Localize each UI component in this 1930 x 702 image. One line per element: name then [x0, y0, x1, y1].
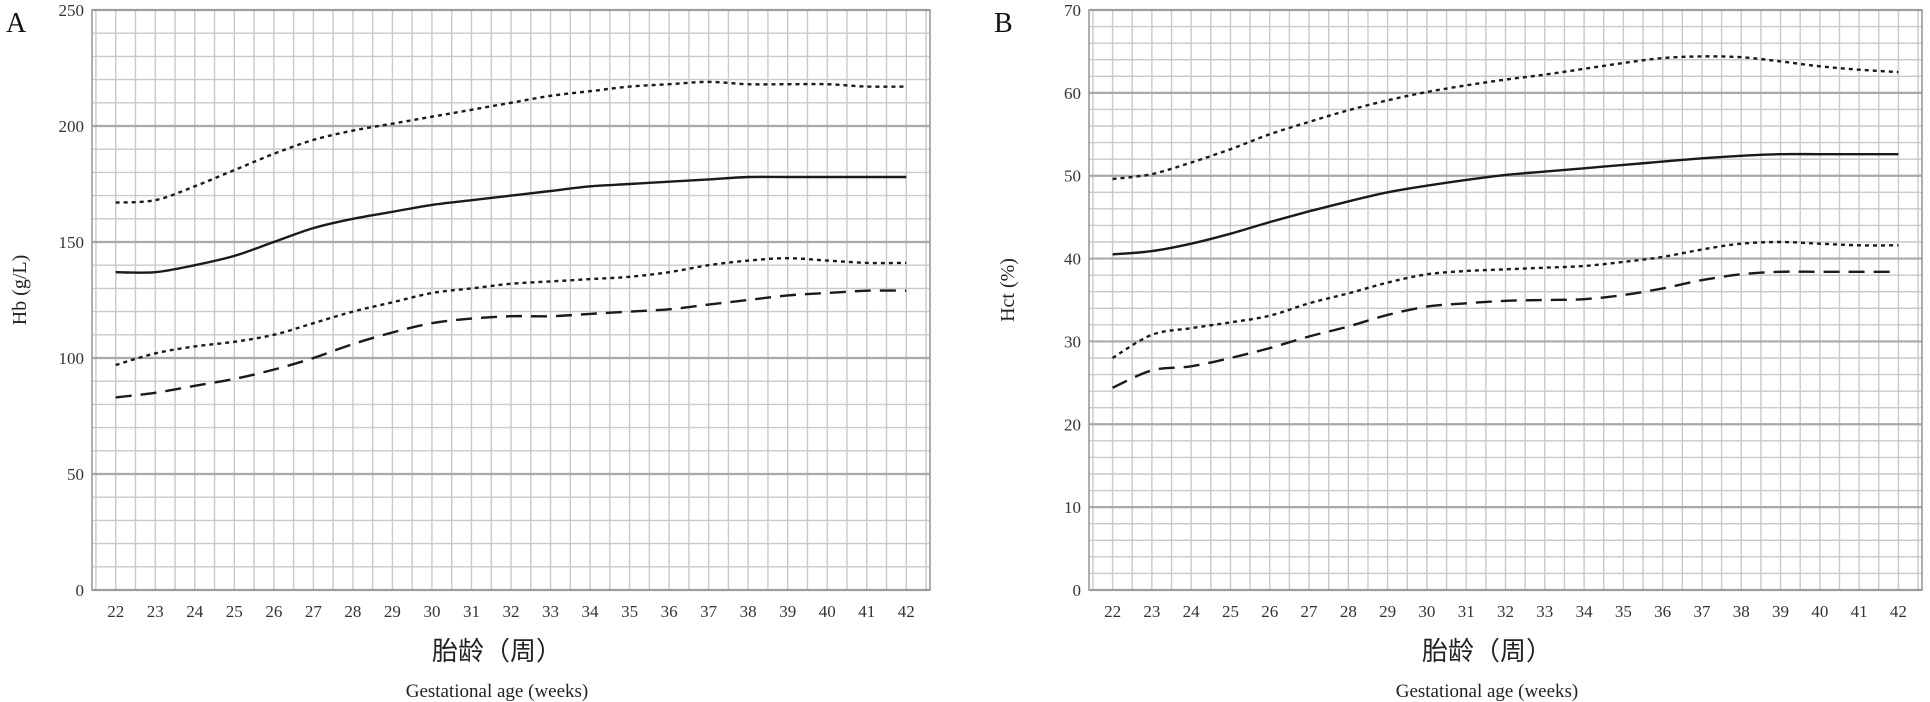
- x-tick-label: 42: [898, 602, 915, 621]
- y-tick-label: 50: [67, 465, 84, 484]
- y-tick-label: 250: [59, 1, 85, 20]
- x-tick-label: 41: [858, 602, 875, 621]
- series-line-b-4-dashed: [1112, 270, 1899, 389]
- x-tick-label: 41: [1851, 602, 1868, 621]
- y-tick-label: 0: [76, 581, 85, 600]
- x-tick-label: 36: [661, 602, 678, 621]
- plot-frame: [91, 9, 931, 591]
- plot-area-a: 0 50 100 150 200 250 22 23 24 25 26 27 28 29 30 31 32 33 3…: [59, 1, 931, 621]
- x-tick-label: 29: [1379, 602, 1396, 621]
- x-tick-label: 24: [186, 602, 204, 621]
- x-tick-label: 35: [1615, 602, 1632, 621]
- x-tick-label: 22: [107, 602, 124, 621]
- x-axis-label-en-a: Gestational age (weeks): [406, 681, 589, 702]
- x-tick-label: 34: [582, 602, 600, 621]
- x-tick-label: 36: [1654, 602, 1671, 621]
- x-tick-label: 25: [226, 602, 243, 621]
- x-tick-label: 32: [1497, 602, 1514, 621]
- y-tick-label: 0: [1073, 581, 1082, 600]
- y-axis-label-a: Hb (g/L): [9, 255, 31, 326]
- series-line-a-4-dashed: [115, 289, 907, 399]
- x-axis-label-en-b: Gestational age (weeks): [1396, 681, 1579, 702]
- y-tick-label: 40: [1064, 250, 1081, 269]
- x-tick-label: 28: [1340, 602, 1357, 621]
- x-tick-label: 24: [1183, 602, 1201, 621]
- y-tick-label: 70: [1064, 1, 1081, 20]
- x-axis-label-cn-a: 胎龄（周）: [432, 637, 562, 666]
- series-line-a-1-dotted: [115, 80, 907, 204]
- x-tick-label: 38: [1733, 602, 1750, 621]
- x-axis-label-cn-b: 胎龄（周）: [1422, 637, 1552, 666]
- x-tick-label: 34: [1576, 602, 1594, 621]
- y-tick-label: 50: [1064, 167, 1081, 186]
- panel-label-b: B: [994, 8, 1013, 39]
- chart-panel-b: B Hct (%) 胎龄（周） Gestational age (weeks) …: [994, 1, 1923, 702]
- plot-area-b: 0 10 20 30 40 50 60 70 22 23 24 25 26 27 28 29 30 31 32 33 3…: [1064, 1, 1923, 621]
- x-tick-label: 33: [1536, 602, 1553, 621]
- series-line-b-3-dotted: [1111, 240, 1899, 360]
- panel-label-a: A: [6, 8, 27, 39]
- x-tick-label: 40: [819, 602, 836, 621]
- y-tick-label: 10: [1064, 498, 1081, 517]
- x-tick-label: 37: [700, 602, 718, 621]
- x-tick-label: 26: [265, 602, 282, 621]
- x-tick-label: 30: [423, 602, 440, 621]
- y-axis-label-b: Hct (%): [997, 258, 1019, 322]
- plot-frame: [1088, 9, 1923, 591]
- series-line-a-2-solid: [115, 175, 907, 274]
- x-tick-label: 35: [621, 602, 638, 621]
- x-tick-label: 22: [1104, 602, 1121, 621]
- y-tick-label: 200: [59, 117, 85, 136]
- x-tick-label: 23: [147, 602, 164, 621]
- x-tick-label: 33: [542, 602, 559, 621]
- x-tick-label: 25: [1222, 602, 1239, 621]
- y-tick-label: 100: [59, 349, 85, 368]
- y-tick-label: 20: [1064, 415, 1081, 434]
- x-tick-label: 31: [1458, 602, 1475, 621]
- x-tick-label: 31: [463, 602, 480, 621]
- x-tick-label: 40: [1811, 602, 1828, 621]
- x-tick-label: 23: [1143, 602, 1160, 621]
- x-tick-label: 28: [344, 602, 361, 621]
- x-tick-label: 39: [779, 602, 796, 621]
- y-tick-label: 150: [59, 233, 85, 252]
- x-tick-label: 29: [384, 602, 401, 621]
- y-tick-label: 60: [1064, 84, 1081, 103]
- x-tick-label: 27: [305, 602, 323, 621]
- x-tick-label: 30: [1418, 602, 1435, 621]
- x-tick-label: 32: [503, 602, 520, 621]
- x-tick-label: 37: [1693, 602, 1711, 621]
- x-tick-label: 39: [1772, 602, 1789, 621]
- x-tick-label: 27: [1301, 602, 1319, 621]
- series-line-b-2-solid: [1112, 152, 1899, 256]
- y-tick-label: 30: [1064, 332, 1081, 351]
- x-tick-label: 38: [740, 602, 757, 621]
- chart-panel-a: A Hb (g/L) 胎龄（周） Gestational age (weeks)…: [6, 1, 931, 702]
- x-tick-label: 26: [1261, 602, 1278, 621]
- x-tick-label: 42: [1890, 602, 1907, 621]
